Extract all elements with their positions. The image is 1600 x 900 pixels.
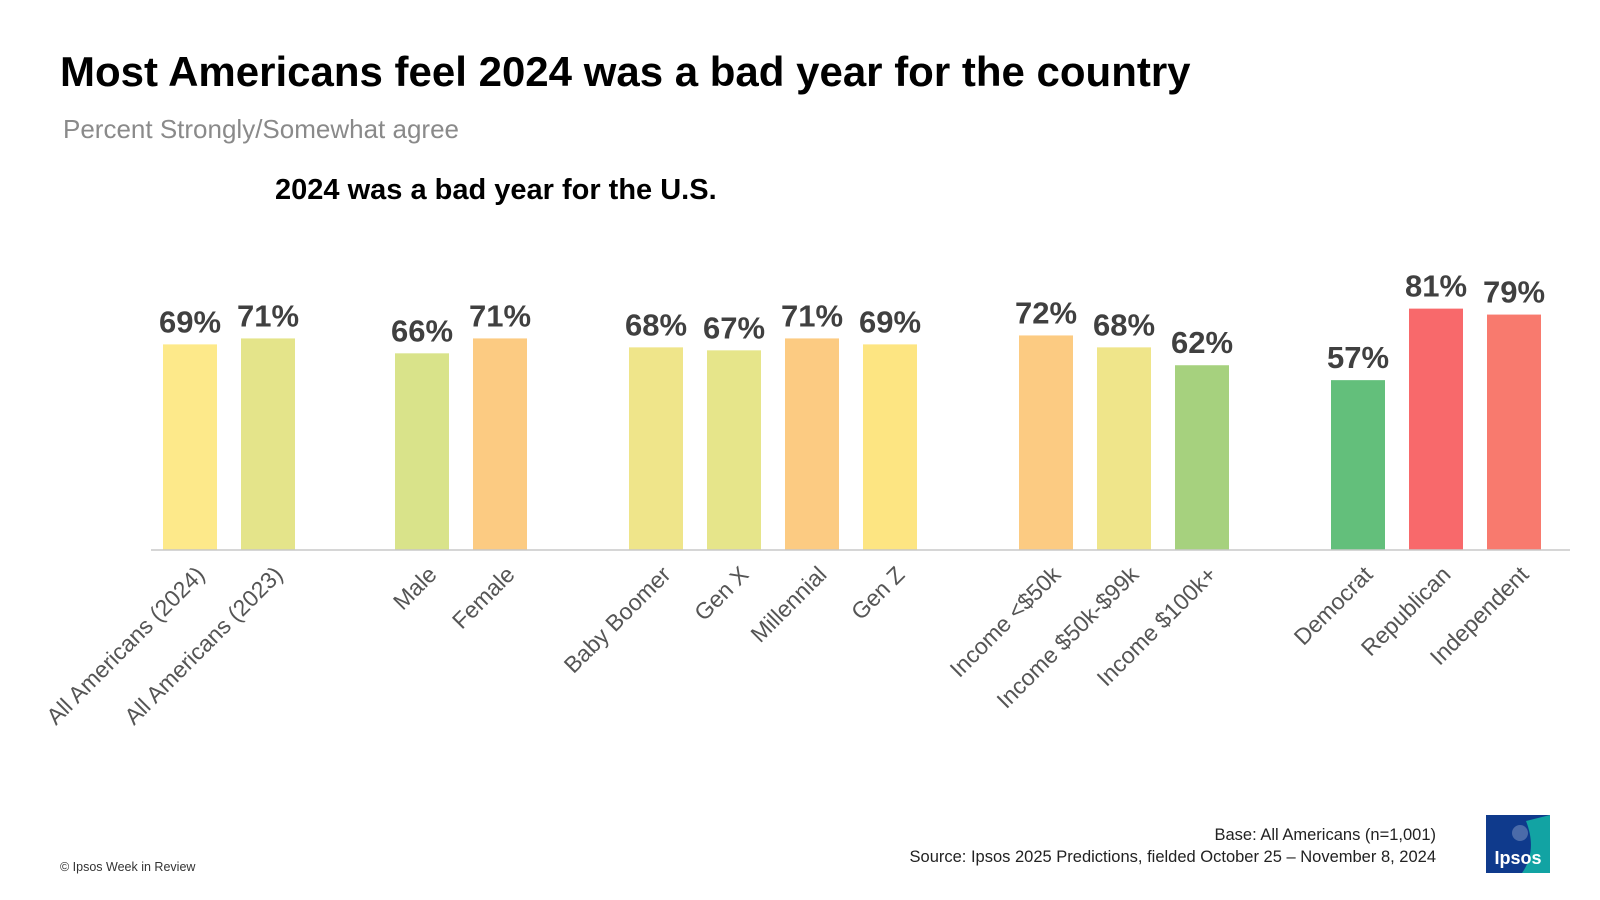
base-note: Base: All Americans (n=1,001)	[1214, 826, 1437, 844]
value-label-13: 81%	[1405, 269, 1467, 304]
value-label-9: 72%	[1015, 295, 1077, 330]
value-label-8: 69%	[859, 304, 921, 339]
category-label-6: Gen X	[689, 561, 754, 626]
bars-layer: 69% 71% 66% 71% 68% 67% 71% 69% 72% 68% 62% 57% 81% 7…	[159, 269, 1545, 550]
value-label-3: 66%	[391, 313, 453, 348]
value-label-6: 67%	[703, 310, 765, 345]
bar-9	[1019, 335, 1073, 550]
category-labels-layer: All Americans (2024)All Americans (2023)…	[41, 561, 1534, 730]
bar-12	[1331, 380, 1385, 550]
category-label-7: Millennial	[745, 561, 831, 647]
value-label-7: 71%	[781, 298, 843, 333]
bar-3	[395, 353, 449, 550]
chart-inner-title: 2024 was a bad year for the U.S.	[275, 174, 717, 206]
bar-chart: 2024 was a bad year for the U.S. 69% 71% 6…	[41, 174, 1570, 730]
category-label-2: All Americans (2023)	[119, 561, 287, 729]
bar-4	[473, 338, 527, 550]
bar-7	[785, 338, 839, 550]
copyright-note: © Ipsos Week in Review	[60, 860, 196, 874]
category-label-5: Baby Boomer	[559, 561, 676, 678]
logo-text: Ipsos	[1494, 848, 1541, 868]
category-label-10: Income $50k-$99k	[991, 561, 1144, 714]
category-label-8: Gen Z	[846, 561, 910, 625]
bar-14	[1487, 314, 1541, 550]
bar-11	[1175, 365, 1229, 550]
value-label-2: 71%	[237, 298, 299, 333]
value-label-12: 57%	[1327, 340, 1389, 375]
logo-accent-shape	[1522, 815, 1550, 873]
value-label-14: 79%	[1483, 275, 1545, 310]
value-label-4: 71%	[469, 298, 531, 333]
bar-1	[163, 344, 217, 550]
bar-6	[707, 350, 761, 550]
ipsos-logo: Ipsos	[1486, 815, 1550, 873]
bar-10	[1097, 347, 1151, 550]
category-label-4: Female	[447, 561, 520, 634]
chart-subtitle: Percent Strongly/Somewhat agree	[63, 114, 459, 144]
value-label-10: 68%	[1093, 307, 1155, 342]
value-label-11: 62%	[1171, 325, 1233, 360]
bar-13	[1409, 308, 1463, 550]
value-label-5: 68%	[625, 307, 687, 342]
bar-8	[863, 344, 917, 550]
source-note: Source: Ipsos 2025 Predictions, fielded …	[909, 848, 1436, 866]
value-label-1: 69%	[159, 304, 221, 339]
bar-2	[241, 338, 295, 550]
logo-head-mark	[1512, 825, 1528, 841]
chart-title: Most Americans feel 2024 was a bad year …	[60, 48, 1191, 95]
category-label-3: Male	[388, 561, 442, 615]
bar-5	[629, 347, 683, 550]
